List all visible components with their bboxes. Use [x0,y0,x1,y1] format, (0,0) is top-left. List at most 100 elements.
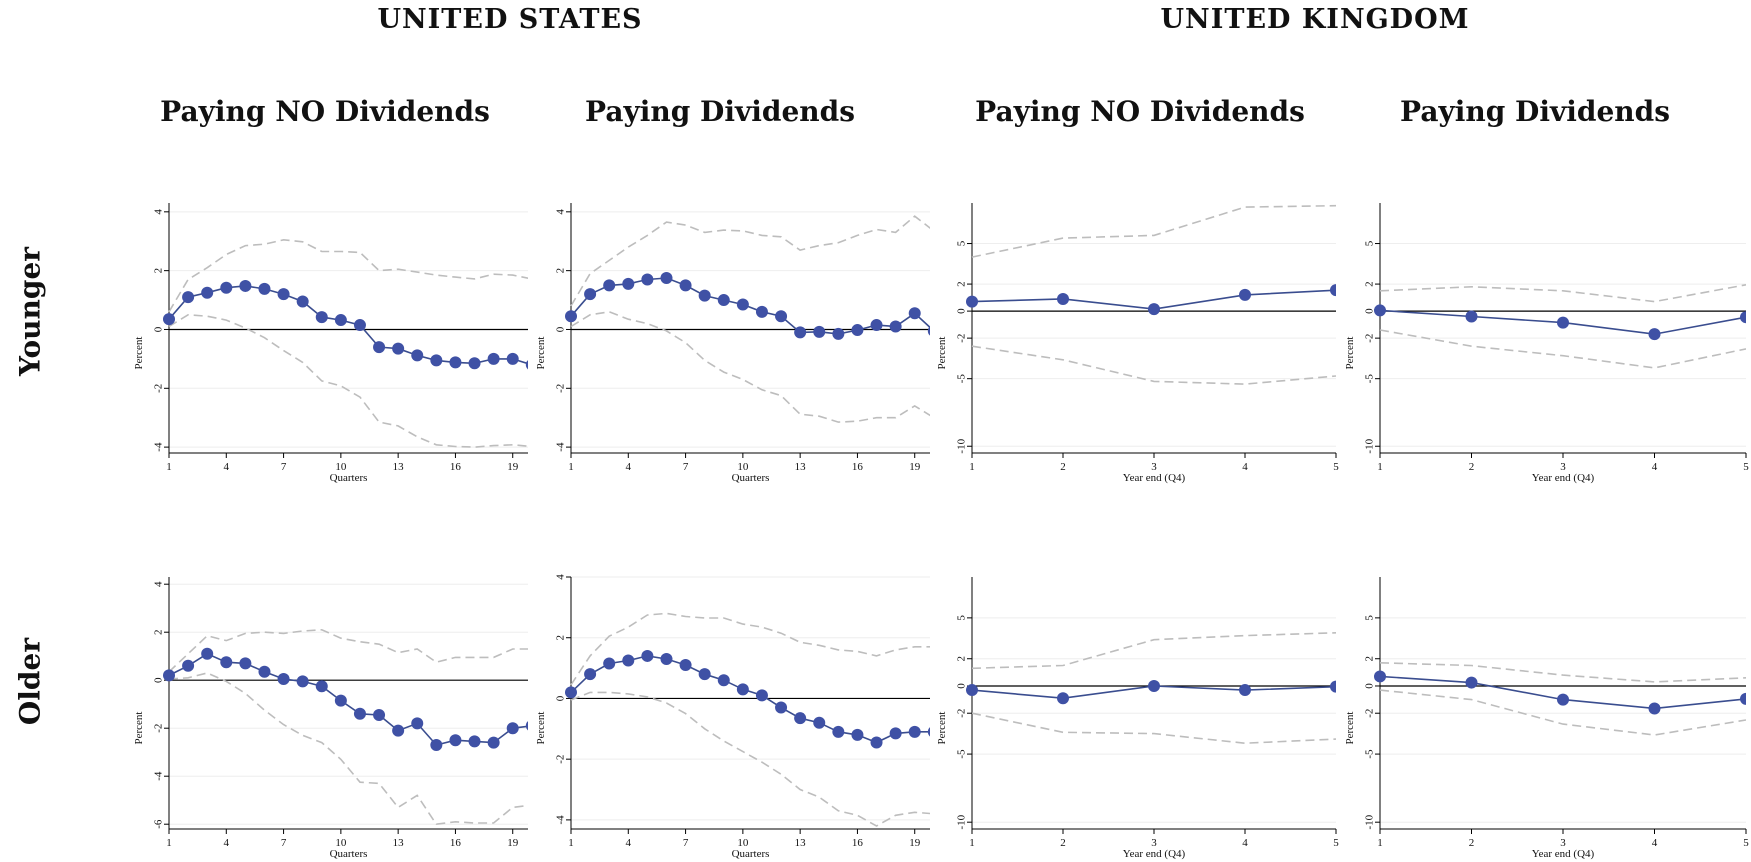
chart-panel-us-older-nodiv: -6 -4 -2 0 2 4 1 4 7 10 13 16 19 Quarters Percent [133,577,528,860]
x-tick-label: 16 [852,461,864,473]
x-axis-title: Quarters [330,472,368,484]
y-axis-title: Percent [1344,337,1356,370]
upper-confidence-band [168,628,528,673]
y-axis-title: Percent [1344,712,1356,745]
x-tick-label: 1 [568,837,574,849]
estimate-point [277,288,290,301]
y-tick-label: -4 [555,815,567,825]
estimate-point [1148,679,1160,692]
estimate-point [392,724,405,737]
estimate-point [1239,684,1251,697]
y-tick-label: 5 [956,615,968,621]
x-tick-label: 1 [1377,837,1383,849]
y-tick-label: 0 [956,683,968,689]
estimate-point [487,736,500,749]
chart-panel-us-older-div: -4 -2 0 2 4 1 4 7 10 13 16 19 Quarters Percent [535,574,930,860]
estimate-point [565,310,577,323]
estimate-point [163,669,175,682]
y-tick-label: 0 [956,308,968,314]
estimate-point [813,325,826,338]
x-tick-label: 4 [1242,837,1248,849]
y-tick-label: -5 [956,749,968,759]
lower-confidence-band [168,313,528,448]
estimate-point [258,282,271,295]
x-tick-label: 4 [626,837,632,849]
plot-area [565,215,930,423]
y-tick-label: -2 [153,384,165,393]
estimate-point [334,694,347,707]
estimate-point [908,725,921,738]
estimate-point [392,342,405,355]
estimate-point [603,279,616,292]
y-tick-label: -5 [1364,374,1376,384]
x-tick-label: 4 [224,461,230,473]
x-tick-label: 4 [1242,461,1248,473]
estimate-point [315,680,328,693]
estimate-point [851,324,864,337]
estimate-line [168,652,528,746]
estimate-point [296,295,309,308]
y-tick-label: 2 [1364,656,1376,662]
estimate-point [468,735,481,748]
x-tick-label: 16 [450,461,462,473]
column-title-us-dividends: Paying Dividends [585,95,855,128]
x-tick-label: 10 [335,837,347,849]
estimate-point [584,668,597,681]
lower-confidence-band [1379,329,1746,369]
estimate-point [334,314,347,327]
estimate-point [1648,328,1661,341]
estimate-point [525,360,528,370]
estimate-point [584,288,597,301]
estimate-point [660,272,673,284]
y-tick-label: -6 [153,819,165,829]
estimate-point [966,295,978,308]
y-tick-label: -2 [555,755,567,764]
estimate-point [889,320,902,333]
y-tick-label: 2 [153,268,165,274]
estimate-point [506,352,519,365]
lower-confidence-band [971,712,1336,745]
x-axis-title: Year end (Q4) [1532,848,1595,860]
estimate-point [353,707,366,720]
estimate-point [201,647,214,660]
y-axis-title: Percent [936,712,948,745]
x-axis-title: Quarters [330,848,368,860]
estimate-point [182,291,195,304]
plot-area [1374,284,1746,369]
estimate-point [1740,692,1746,705]
estimate-point [1148,303,1160,316]
y-tick-label: -5 [1364,749,1376,759]
estimate-point [487,352,500,365]
estimate-point [1374,304,1386,317]
estimate-point [870,736,883,749]
x-tick-label: 7 [683,461,689,473]
x-tick-label: 19 [909,837,921,849]
estimate-point [603,657,616,670]
column-title-us-no-dividends: Paying NO Dividends [160,95,490,128]
x-tick-label: 3 [1151,461,1157,473]
estimate-point [641,273,654,286]
plot-area [565,612,930,827]
x-axis-title: Year end (Q4) [1532,472,1595,484]
y-tick-label: 2 [555,635,567,641]
estimate-point [239,279,252,292]
estimate-point [641,649,654,662]
estimate-point [353,319,366,332]
estimate-point [736,298,749,311]
chart-panel-us-younger-nodiv: -4 -2 0 2 4 1 4 7 10 13 16 19 Quarters Percent [133,203,528,484]
x-tick-label: 13 [393,461,405,473]
x-axis-title: Year end (Q4) [1123,848,1186,860]
x-tick-label: 19 [507,837,519,849]
estimate-point [565,686,577,699]
estimate-point [679,659,692,672]
estimate-point [794,326,807,339]
x-tick-label: 4 [1652,461,1658,473]
lower-confidence-band [1379,689,1746,736]
x-tick-label: 7 [281,461,287,473]
x-tick-label: 1 [568,461,574,473]
x-tick-label: 10 [737,837,749,849]
y-tick-label: 0 [1364,308,1376,314]
estimate-point [468,357,481,370]
estimate-point [794,712,807,725]
